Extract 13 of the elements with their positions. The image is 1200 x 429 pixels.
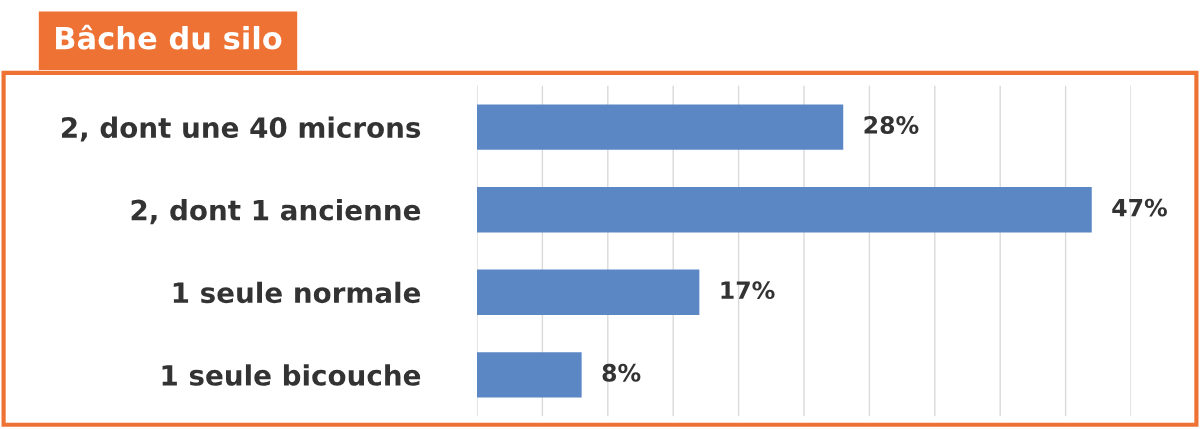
text: Bâche du silo (56, 24, 282, 50)
data-label: 8% (602, 363, 641, 382)
bar (477, 352, 582, 398)
y-tick-label: 2, dont 1 ancienne (131, 199, 421, 225)
bar (477, 269, 700, 315)
bar (477, 186, 1092, 233)
data-label: 28% (864, 116, 919, 134)
y-tick-label: 2, dont une 40 microns (62, 116, 421, 142)
y-tick-label: 1 seule normale (173, 281, 421, 304)
data-label: 17% (721, 281, 775, 300)
data-label: 47% (1112, 198, 1167, 217)
bar (477, 104, 844, 150)
y-tick-label: 1 seule bicouche (162, 364, 421, 386)
